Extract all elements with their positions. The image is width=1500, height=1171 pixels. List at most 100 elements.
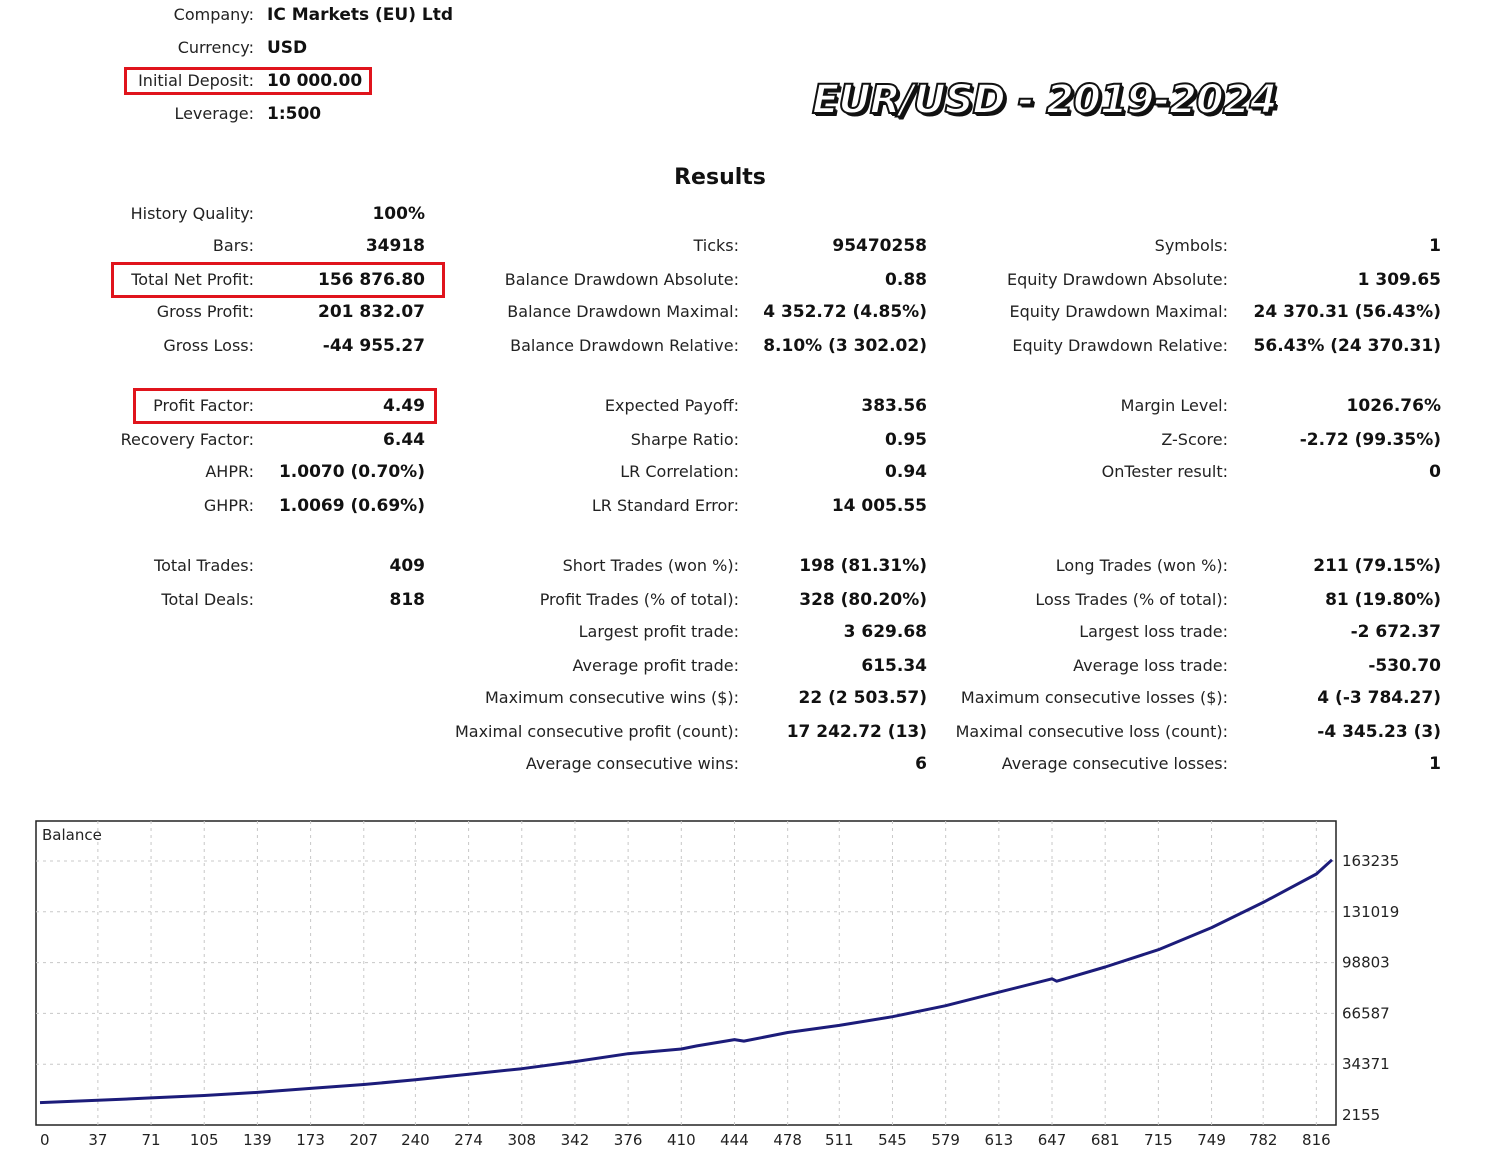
result-label: Equity Drawdown Relative:	[1012, 336, 1228, 355]
result-value: 4 352.72 (4.85%)	[763, 302, 927, 322]
x-tick-label: 613	[985, 1131, 1014, 1149]
result-value: 56.43% (24 370.31)	[1253, 336, 1441, 356]
result-value: 4 (-3 784.27)	[1317, 688, 1441, 708]
result-value: -2.72 (99.35%)	[1299, 430, 1441, 450]
x-tick-label: 0	[40, 1131, 50, 1149]
result-value: 14 005.55	[831, 496, 927, 516]
y-tick-label: 163235	[1342, 852, 1399, 870]
x-tick-label: 139	[243, 1131, 272, 1149]
result-value: 0.94	[885, 462, 927, 482]
x-tick-label: 376	[614, 1131, 643, 1149]
results-title: Results	[674, 165, 766, 190]
x-tick-label: 478	[773, 1131, 802, 1149]
x-tick-label: 308	[507, 1131, 536, 1149]
highlight-box	[124, 67, 372, 95]
result-label: Symbols:	[1154, 236, 1228, 255]
result-value: 1.0069 (0.69%)	[278, 496, 425, 516]
header-label: Initial Deposit:	[138, 71, 254, 90]
result-value: 17 242.72 (13)	[786, 722, 927, 742]
result-label: Average consecutive wins:	[525, 754, 739, 773]
result-value: 100%	[372, 204, 425, 224]
result-label: Expected Payoff:	[604, 396, 739, 415]
result-label: GHPR:	[203, 496, 254, 515]
x-tick-label: 444	[720, 1131, 749, 1149]
x-tick-label: 207	[349, 1131, 378, 1149]
x-tick-label: 579	[931, 1131, 960, 1149]
header-label: Company:	[173, 5, 254, 24]
result-label: Balance Drawdown Relative:	[510, 336, 739, 355]
result-value: 24 370.31 (56.43%)	[1253, 302, 1441, 322]
y-tick-label: 34371	[1342, 1055, 1390, 1073]
result-value: 6	[915, 754, 927, 774]
result-value: 201 832.07	[317, 302, 425, 322]
result-label: Sharpe Ratio:	[630, 430, 739, 449]
result-value: 198 (81.31%)	[799, 556, 927, 576]
result-value: 328 (80.20%)	[799, 590, 927, 610]
result-value: -530.70	[1368, 656, 1441, 676]
result-label: Ticks:	[693, 236, 739, 255]
result-label: Margin Level:	[1120, 396, 1228, 415]
result-label: Average consecutive losses:	[1001, 754, 1228, 773]
result-value: 1	[1429, 754, 1441, 774]
x-tick-label: 545	[878, 1131, 907, 1149]
x-tick-label: 173	[296, 1131, 325, 1149]
result-label: Total Net Profit:	[131, 270, 254, 289]
result-value: 4.49	[383, 396, 425, 416]
result-value: 0.95	[885, 430, 927, 450]
x-tick-label: 71	[142, 1131, 161, 1149]
result-label: Gross Loss:	[163, 336, 254, 355]
result-label: Largest loss trade:	[1079, 622, 1228, 641]
balance-line	[39, 858, 1334, 1105]
result-label: LR Standard Error:	[591, 496, 739, 515]
result-label: Maximal consecutive profit (count):	[454, 722, 739, 741]
x-tick-label: 342	[561, 1131, 590, 1149]
header-value: 10 000.00	[267, 71, 363, 91]
result-value: 615.34	[861, 656, 927, 676]
result-value: 8.10% (3 302.02)	[763, 336, 927, 356]
result-value: 0.88	[885, 270, 927, 290]
y-tick-label: 131019	[1342, 903, 1399, 921]
x-tick-label: 410	[667, 1131, 696, 1149]
result-label: Profit Trades (% of total):	[539, 590, 739, 609]
result-label: Average profit trade:	[572, 656, 739, 675]
result-value: 81 (19.80%)	[1325, 590, 1441, 610]
result-value: 156 876.80	[317, 270, 425, 290]
result-label: Equity Drawdown Maximal:	[1009, 302, 1228, 321]
result-value: 3 629.68	[843, 622, 927, 642]
chart-plot-area	[35, 820, 1337, 1126]
result-value: 6.44	[383, 430, 425, 450]
result-label: AHPR:	[205, 462, 254, 481]
x-tick-label: 511	[825, 1131, 854, 1149]
result-label: Profit Factor:	[153, 396, 254, 415]
result-value: 34918	[365, 236, 425, 256]
result-value: 1.0070 (0.70%)	[278, 462, 425, 482]
y-tick-label: 66587	[1342, 1004, 1390, 1022]
pair-period-banner: EUR/USD - 2019-2024	[811, 76, 1278, 124]
y-tick-label: 2155	[1342, 1106, 1380, 1124]
result-label: Total Trades:	[154, 556, 254, 575]
y-tick-label: 98803	[1342, 954, 1390, 972]
chart-title: Balance	[42, 826, 102, 844]
result-label: Balance Drawdown Absolute:	[504, 270, 739, 289]
result-label: Total Deals:	[161, 590, 254, 609]
header-label: Leverage:	[174, 104, 254, 123]
result-value: -2 672.37	[1350, 622, 1441, 642]
header-value: IC Markets (EU) Ltd	[267, 5, 454, 25]
balance-chart: 2155 34371 66587 98803 131019 163235 0 37 71 105…	[35, 820, 1399, 1149]
result-value: 1	[1429, 236, 1441, 256]
result-value: 0	[1429, 462, 1441, 482]
x-tick-label: 715	[1144, 1131, 1173, 1149]
result-value: 383.56	[861, 396, 927, 416]
highlight-box	[133, 388, 437, 424]
result-label: Largest profit trade:	[578, 622, 739, 641]
header-value: USD	[267, 38, 308, 58]
highlight-box	[111, 262, 445, 298]
result-label: Maximal consecutive loss (count):	[955, 722, 1228, 741]
x-tick-label: 749	[1197, 1131, 1226, 1149]
result-label: Maximum consecutive wins ($):	[484, 688, 739, 707]
result-label: Bars:	[212, 236, 254, 255]
result-label: Maximum consecutive losses ($):	[960, 688, 1228, 707]
result-value: 409	[389, 556, 426, 576]
result-value: -4 345.23 (3)	[1317, 722, 1441, 742]
result-label: Average loss trade:	[1073, 656, 1228, 675]
